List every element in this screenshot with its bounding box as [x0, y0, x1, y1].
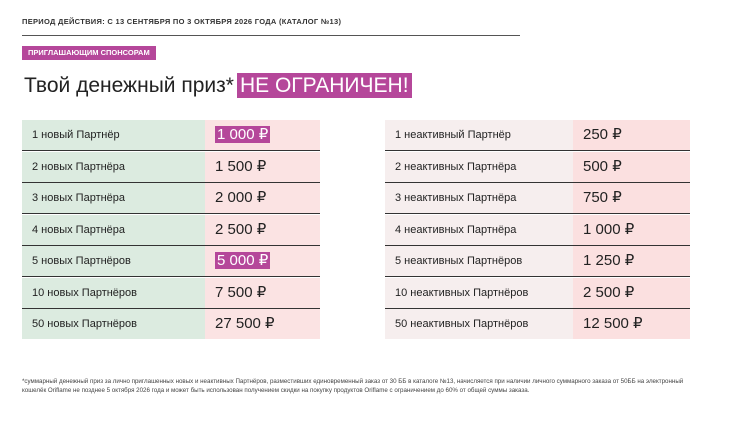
title-text: Твой денежный приз* — [24, 74, 234, 97]
value-text: 5 000 ₽ — [215, 252, 271, 269]
row-value: 27 500 ₽ — [205, 309, 320, 339]
value-text: 2 500 ₽ — [215, 220, 267, 238]
row-value: 1 500 ₽ — [205, 151, 320, 182]
period: ПЕРИОД ДЕЙСТВИЯ: С 13 СЕНТЯБРЯ ПО 3 ОКТЯ… — [22, 17, 342, 26]
row-label: 3 неактивных Партнёра — [385, 183, 573, 213]
row-label: 5 неактивных Партнёров — [385, 246, 573, 276]
title-highlight: НЕ ОГРАНИЧЕН! — [236, 73, 412, 98]
row-label: 50 неактивных Партнёров — [385, 309, 573, 339]
row-label: 3 новых Партнёра — [22, 183, 205, 213]
table-row: 50 новых Партнёров 27 500 ₽ — [22, 309, 320, 339]
value-text: 12 500 ₽ — [583, 315, 643, 332]
row-value: 2 500 ₽ — [573, 277, 690, 308]
divider — [22, 35, 520, 36]
row-value: 500 ₽ — [573, 151, 690, 182]
row-value: 2 500 ₽ — [205, 214, 320, 245]
row-value: 2 000 ₽ — [205, 183, 320, 213]
row-value: 1 250 ₽ — [573, 246, 690, 276]
table-row: 2 новых Партнёра 1 500 ₽ — [22, 151, 320, 183]
tag: ПРИГЛАШАЮЩИМ СПОНСОРАМ — [22, 46, 156, 60]
value-text: 1 500 ₽ — [215, 157, 267, 175]
row-value: 5 000 ₽ — [205, 246, 320, 276]
table-row: 3 неактивных Партнёра 750 ₽ — [385, 183, 690, 214]
row-label: 1 новый Партнёр — [22, 120, 205, 150]
row-value: 12 500 ₽ — [573, 309, 690, 339]
row-value: 1 000 ₽ — [205, 120, 320, 150]
table-row: 5 неактивных Партнёров 1 250 ₽ — [385, 246, 690, 277]
row-label: 2 неактивных Партнёра — [385, 151, 573, 182]
value-text: 27 500 ₽ — [215, 315, 275, 332]
row-label: 5 новых Партнёров — [22, 246, 205, 276]
row-label: 50 новых Партнёров — [22, 309, 205, 339]
row-label: 10 новых Партнёров — [22, 277, 205, 308]
table-row: 1 неактивный Партнёр 250 ₽ — [385, 120, 690, 151]
row-label: 10 неактивных Партнёров — [385, 277, 573, 308]
row-label: 1 неактивный Партнёр — [385, 120, 573, 150]
table-row: 5 новых Партнёров 5 000 ₽ — [22, 246, 320, 277]
footnote: *суммарный денежный приз за лично пригла… — [22, 378, 684, 394]
row-value: 750 ₽ — [573, 183, 690, 213]
value-text: 2 500 ₽ — [583, 283, 635, 301]
value-text: 1 250 ₽ — [583, 252, 635, 269]
table-row: 10 неактивных Партнёров 2 500 ₽ — [385, 277, 690, 309]
title: Твой денежный приз* НЕ ОГРАНИЧЕН! — [24, 73, 412, 98]
row-label: 4 неактивных Партнёра — [385, 214, 573, 245]
value-text: 250 ₽ — [583, 126, 622, 143]
value-text: 7 500 ₽ — [215, 283, 267, 301]
value-text: 1 000 ₽ — [583, 220, 635, 238]
value-text: 500 ₽ — [583, 157, 622, 175]
table-row: 50 неактивных Партнёров 12 500 ₽ — [385, 309, 690, 339]
row-label: 4 новых Партнёра — [22, 214, 205, 245]
row-value: 7 500 ₽ — [205, 277, 320, 308]
row-value: 250 ₽ — [573, 120, 690, 150]
row-label: 2 новых Партнёра — [22, 151, 205, 182]
table-row: 3 новых Партнёра 2 000 ₽ — [22, 183, 320, 214]
table-row: 10 новых Партнёров 7 500 ₽ — [22, 277, 320, 309]
value-text: 1 000 ₽ — [215, 126, 271, 143]
value-text: 750 ₽ — [583, 189, 622, 206]
table-row: 4 неактивных Партнёра 1 000 ₽ — [385, 214, 690, 246]
table-row: 4 новых Партнёра 2 500 ₽ — [22, 214, 320, 246]
row-value: 1 000 ₽ — [573, 214, 690, 245]
table-row: 2 неактивных Партнёра 500 ₽ — [385, 151, 690, 183]
table-row: 1 новый Партнёр 1 000 ₽ — [22, 120, 320, 151]
value-text: 2 000 ₽ — [215, 189, 267, 206]
